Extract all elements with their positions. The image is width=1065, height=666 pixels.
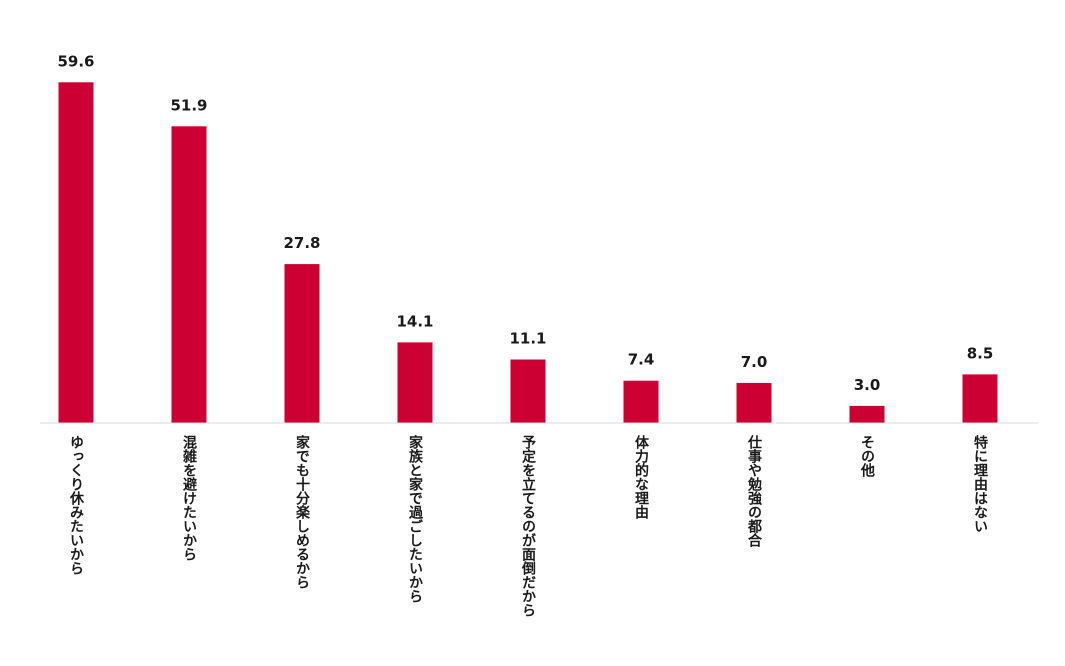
bar-value-label: 8.5 [967,344,994,362]
category-label: 混雑を避けたいから [181,435,198,561]
value-labels-layer: 59.6 51.9 27.8 14.1 11.1 7.4 7.0 3.0 8.5 [57,52,993,394]
bar [171,126,207,424]
bar [284,264,320,423]
bar-value-label: 59.6 [57,52,94,70]
bar [58,82,94,424]
category-labels-layer: ゆっくり休みたいから 混雑を避けたいから 家でも十分楽しめるから 家族と家で過ごしたい… [68,434,988,617]
bar-value-label: 3.0 [854,376,881,394]
category-label: 特に理由はない [972,434,988,533]
bar [510,359,546,423]
category-label: その他 [859,435,876,478]
bar-value-label: 11.1 [509,330,546,348]
bar-value-label: 14.1 [396,312,433,330]
bar [849,405,885,424]
category-label: 家でも十分楽しめるから [294,434,311,589]
bar-value-label: 7.0 [741,353,768,371]
category-label: 家族と家で過ごしたいから [407,434,424,603]
bar [397,342,433,423]
bar-value-label: 7.4 [628,351,655,369]
bar [736,383,772,423]
bar [623,380,659,423]
bars-layer [58,82,998,424]
category-label: ゆっくり休みたいから [68,435,85,575]
category-label: 仕事や勉強の都合 [746,434,763,548]
bar-value-label: 27.8 [283,234,320,252]
bar-value-label: 51.9 [170,96,207,114]
category-label: 予定を立てるのが面倒だから [520,435,537,617]
bar [962,374,998,423]
category-label: 体力的な理由 [633,434,649,520]
